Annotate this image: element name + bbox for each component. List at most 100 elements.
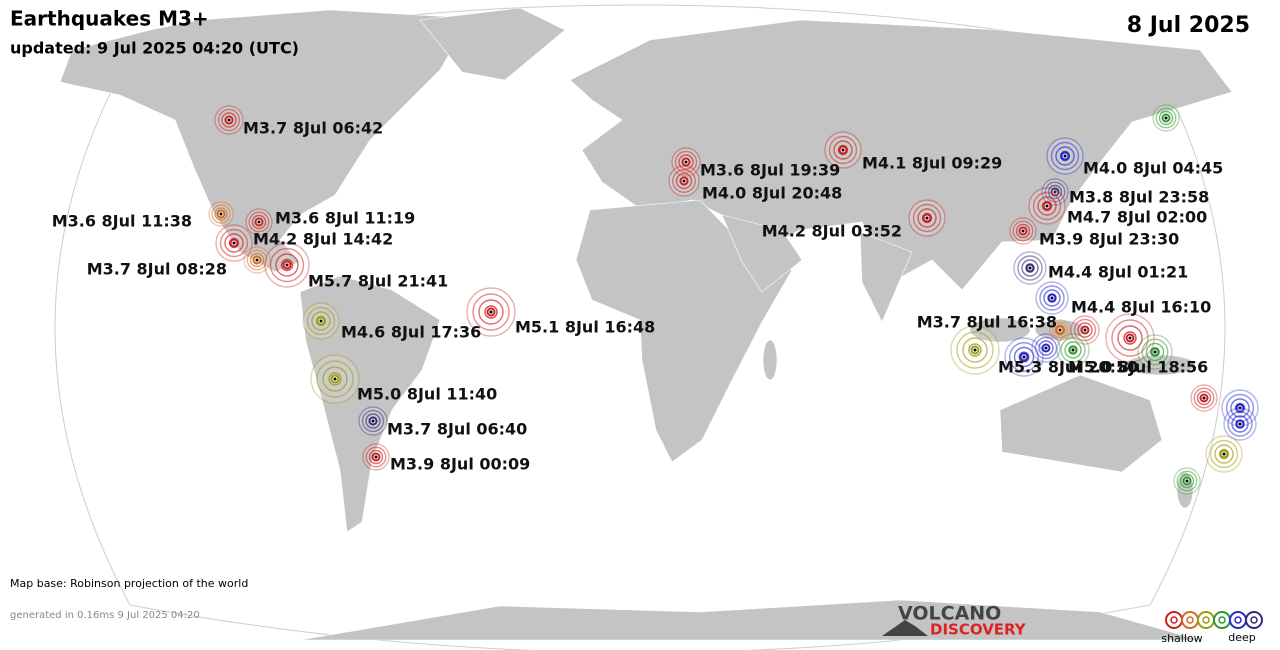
quake-marker[interactable]	[358, 406, 388, 436]
quake-marker[interactable]	[824, 131, 862, 169]
marker-ring	[678, 154, 694, 170]
marker-dot	[1238, 422, 1242, 426]
marker-ring	[1015, 223, 1031, 239]
quake-marker[interactable]	[668, 165, 700, 197]
quake-marker[interactable]	[264, 242, 310, 288]
quake-marker[interactable]	[208, 201, 234, 227]
marker-ring	[269, 247, 305, 283]
marker-ring	[1037, 196, 1057, 216]
quake-marker[interactable]	[1004, 337, 1044, 377]
legend-ring	[1181, 611, 1199, 629]
legend-shallow: shallow	[1161, 632, 1202, 645]
quake-marker[interactable]	[1013, 251, 1047, 285]
marker-ring	[828, 135, 858, 165]
marker-ring	[1176, 470, 1198, 492]
marker-ring	[219, 228, 249, 258]
quake-marker[interactable]	[214, 105, 244, 135]
quake-label: M5.7 8Jul 21:41	[308, 272, 448, 291]
quake-marker[interactable]	[1009, 217, 1037, 245]
legend-deep: deep	[1228, 631, 1256, 644]
legend-core	[1218, 616, 1226, 624]
marker-ring	[246, 249, 268, 271]
quake-marker[interactable]	[1173, 467, 1201, 495]
marker-ring	[217, 108, 241, 132]
quake-label: M3.9 8Jul 23:30	[1039, 230, 1179, 249]
generated: generated in 0.16ms 9 Jul 2025 04:20	[10, 610, 200, 621]
marker-dot	[1083, 328, 1087, 332]
quake-marker[interactable]	[908, 199, 946, 237]
marker-ring	[912, 203, 942, 233]
quake-marker[interactable]	[671, 147, 701, 177]
logo-line2: DISCOVERY	[930, 621, 1027, 639]
legend-ring	[1245, 611, 1263, 629]
quake-marker[interactable]	[1223, 407, 1257, 441]
marker-ring	[1155, 107, 1177, 129]
marker-dot	[841, 148, 845, 152]
marker-dot	[1164, 116, 1168, 120]
quake-marker[interactable]	[362, 443, 390, 471]
quake-marker[interactable]	[950, 325, 1000, 375]
legend-core	[1186, 616, 1194, 624]
quake-marker[interactable]	[1035, 281, 1069, 315]
quake-label: M3.6 8Jul 11:38	[52, 212, 192, 231]
logo[interactable]: VOLCANO DISCOVERY	[882, 603, 1027, 639]
marker-ring	[316, 360, 354, 398]
marker-dot	[227, 118, 231, 122]
quake-marker[interactable]	[1049, 319, 1071, 341]
quake-label: M3.9 8Jul 00:09	[390, 455, 530, 474]
quake-label: M3.6 8Jul 19:39	[700, 161, 840, 180]
quake-marker[interactable]	[243, 246, 271, 274]
quake-marker[interactable]	[1190, 384, 1218, 412]
legend-core	[1234, 616, 1242, 624]
legend-core	[1170, 616, 1178, 624]
marker-dot	[232, 241, 236, 245]
quake-marker[interactable]	[466, 287, 516, 337]
marker-dot	[1028, 266, 1032, 270]
marker-dot	[1222, 452, 1226, 456]
quake-marker[interactable]	[215, 224, 253, 262]
marker-ring	[675, 172, 693, 190]
quake-marker[interactable]	[302, 302, 340, 340]
marker-dot	[925, 216, 929, 220]
quake-label: M4.0 8Jul 04:45	[1083, 159, 1223, 178]
marker-ring	[1196, 390, 1212, 406]
marker-ring	[361, 409, 385, 433]
quake-marker[interactable]	[1205, 435, 1243, 473]
marker-ring	[1209, 439, 1239, 469]
quake-marker[interactable]	[1046, 137, 1084, 175]
marker-ring	[917, 208, 937, 228]
marker-ring	[1043, 289, 1061, 307]
marker-ring	[1073, 318, 1097, 342]
marker-dot	[1185, 479, 1189, 483]
marker-ring	[1230, 398, 1250, 418]
marker-ring	[1012, 220, 1034, 242]
marker-ring	[1193, 387, 1215, 409]
quake-label: M4.2 8Jul 14:42	[253, 230, 393, 249]
quake-label: M5.0 8Jul 18:56	[1068, 358, 1208, 377]
marker-ring	[1158, 110, 1174, 126]
quake-marker[interactable]	[1152, 104, 1180, 132]
marker-ring	[1060, 337, 1086, 363]
quake-marker[interactable]	[1137, 334, 1173, 370]
quake-marker[interactable]	[1028, 187, 1066, 225]
marker-ring	[1039, 285, 1065, 311]
quake-label: M4.2 8Jul 03:52	[762, 222, 902, 241]
marker-ring	[1051, 321, 1069, 339]
quake-label: M5.0 8Jul 11:40	[357, 385, 497, 404]
marker-ring	[214, 207, 228, 221]
quake-marker[interactable]	[1056, 333, 1090, 367]
marker-dot	[319, 319, 323, 323]
marker-ring	[306, 306, 336, 336]
marker-dot	[257, 220, 261, 224]
quake-marker[interactable]	[245, 208, 273, 236]
marker-dot	[1022, 355, 1026, 359]
marker-ring	[1055, 146, 1075, 166]
quake-marker[interactable]	[310, 354, 360, 404]
marker-dot	[1044, 346, 1048, 350]
quake-marker[interactable]	[1031, 333, 1061, 363]
marker-ring	[1141, 338, 1169, 366]
marker-dot	[219, 212, 223, 216]
quake-marker[interactable]	[1070, 315, 1100, 345]
legend-core	[1250, 616, 1258, 624]
marker-ring	[674, 150, 698, 174]
